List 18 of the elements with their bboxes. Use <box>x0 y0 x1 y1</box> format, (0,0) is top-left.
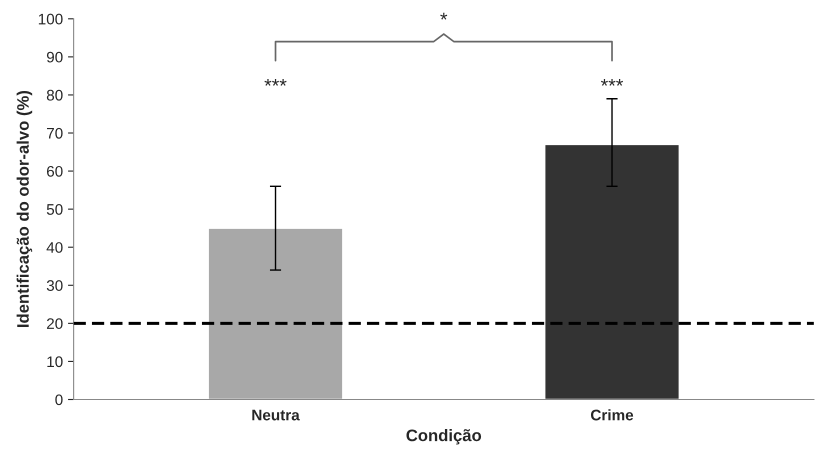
x-axis-title: Condição <box>406 429 482 445</box>
annotation: *** <box>264 78 287 86</box>
x-tick-label: Neutra <box>252 410 300 420</box>
y-tick-label: 100 <box>38 14 63 24</box>
y-tick-label: 90 <box>46 52 63 63</box>
y-tick-label: 30 <box>46 280 63 291</box>
y-tick-label: 40 <box>46 242 63 253</box>
y-tick-label: 20 <box>46 318 63 330</box>
y-tick-label: 70 <box>46 128 63 139</box>
y-axis-title: Identificação do odor-alvo (%) <box>16 90 32 328</box>
y-tick-label: 50 <box>46 204 63 215</box>
y-tick-label: 10 <box>47 356 63 368</box>
annotation: * <box>440 12 448 20</box>
annotation: *** <box>600 78 624 86</box>
x-tick-label: Crime <box>590 409 634 420</box>
y-tick-label: 80 <box>46 90 63 101</box>
y-tick-label: 0 <box>55 394 63 406</box>
y-tick-label: 60 <box>46 166 63 177</box>
